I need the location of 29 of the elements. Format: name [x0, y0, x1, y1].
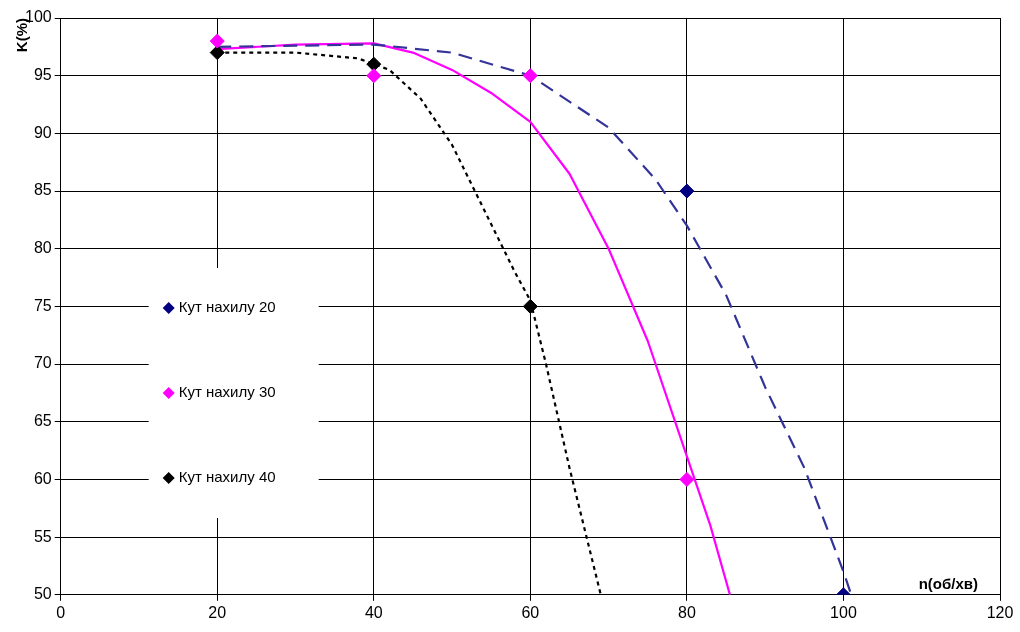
x-tick-label: 120 [986, 603, 1014, 621]
x-tick-label: 80 [678, 603, 696, 621]
point [679, 183, 695, 199]
legend-label: Кут нахилу 20 [178, 298, 276, 316]
y-tick-label: 50 [33, 585, 52, 603]
y-tick-label: 85 [33, 181, 52, 199]
y-tick-label: 65 [33, 412, 52, 430]
legend-label: Кут нахилу 30 [178, 383, 276, 401]
y-tick-label: 60 [33, 469, 52, 487]
point [366, 56, 382, 72]
y-tick-label: 80 [33, 239, 52, 257]
legend-label: Кут нахилу 40 [178, 468, 276, 486]
x-axis-title: n(об/хв) [918, 575, 978, 593]
y-tick-label: 75 [33, 296, 52, 314]
point [209, 45, 225, 61]
x-tick-label: 100 [830, 603, 857, 621]
y-tick-label: 95 [33, 66, 52, 84]
x-tick-label: 40 [364, 603, 383, 621]
x-tick-label: 20 [208, 603, 227, 621]
y-tick-label: 55 [33, 527, 52, 545]
point [522, 298, 538, 314]
x-tick-label: 60 [521, 603, 540, 621]
point [366, 68, 382, 84]
point [522, 68, 538, 84]
x-tick-label: 0 [56, 603, 66, 621]
point [679, 471, 695, 487]
point [209, 33, 225, 49]
y-tick-label: 90 [33, 123, 52, 141]
y-tick-label: 70 [33, 354, 52, 372]
